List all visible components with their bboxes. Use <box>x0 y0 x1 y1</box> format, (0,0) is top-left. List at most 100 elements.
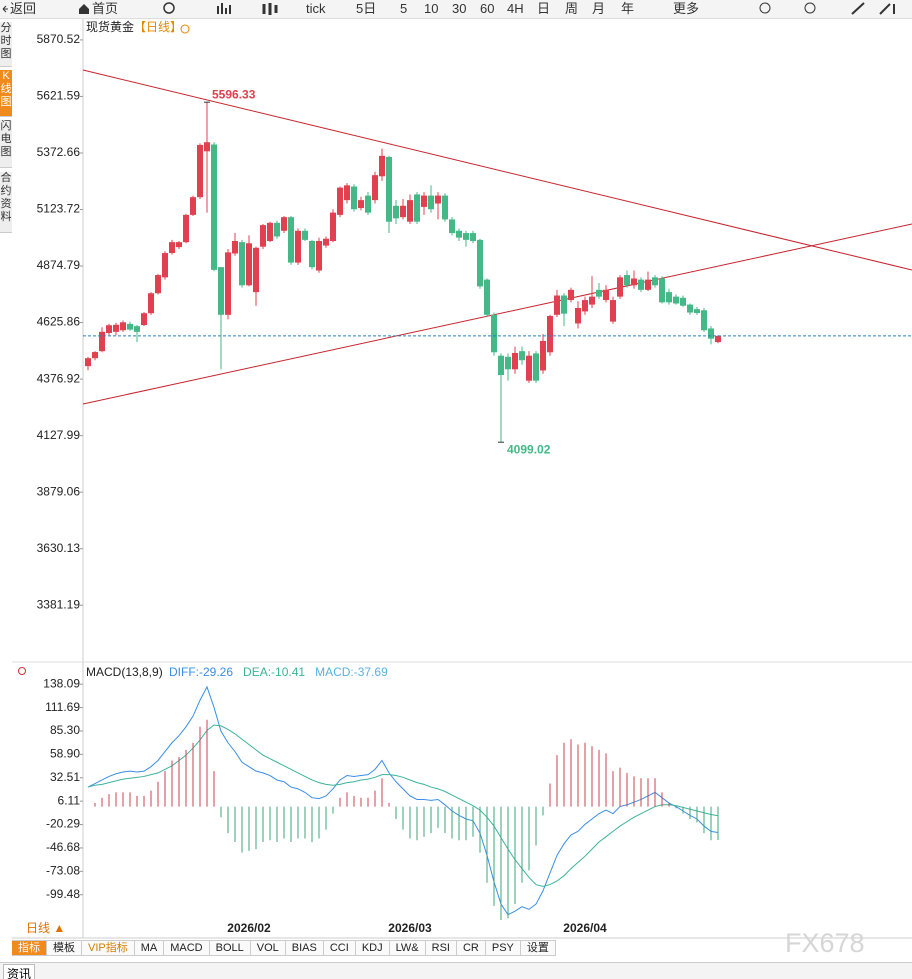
tab[interactable]: CR <box>456 940 486 956</box>
collapse-icon[interactable] <box>180 24 190 34</box>
candle-body <box>323 238 329 246</box>
tab[interactable]: PSY <box>485 940 521 956</box>
period-button[interactable]: 4H <box>507 1 524 16</box>
footer: 资讯 <box>0 962 912 979</box>
bar-icon[interactable] <box>217 3 231 14</box>
candle-body <box>610 300 616 322</box>
candle-body <box>715 335 721 343</box>
tab[interactable]: VIP指标 <box>82 940 135 956</box>
tool-icon[interactable] <box>879 3 895 15</box>
macd-line <box>87 685 719 916</box>
candle-body <box>302 230 308 240</box>
settings-icon[interactable] <box>18 667 26 675</box>
draw-icon[interactable] <box>851 2 865 15</box>
watermark: FX678 <box>785 928 865 958</box>
candle-body <box>309 241 315 268</box>
y-tick-label: 4625.86 <box>37 315 81 329</box>
home-icon[interactable] <box>79 4 89 14</box>
candle-body <box>547 315 553 353</box>
y-tick-label: -99.48 <box>46 887 80 901</box>
period-button[interactable]: 5日 <box>356 1 377 16</box>
candle-body <box>477 239 483 287</box>
candle-body <box>414 194 420 222</box>
candle-body <box>358 200 364 209</box>
high-label: 5596.33 <box>212 87 256 101</box>
sidebar-tab[interactable]: 合约资料 <box>0 172 12 233</box>
x-tick-label: 2026/02 <box>227 921 271 935</box>
candle-body <box>589 296 595 305</box>
candle-body <box>197 144 203 198</box>
tab[interactable]: MACD <box>164 940 210 956</box>
footer-tab[interactable]: 资讯 <box>3 964 36 979</box>
tab[interactable]: 指标 <box>12 940 47 956</box>
y-tick-label: 4127.99 <box>37 428 81 442</box>
candle-body <box>365 195 371 213</box>
back-button[interactable]: 返回 <box>10 1 37 16</box>
y-tick-label: 3630.13 <box>37 541 81 555</box>
tab[interactable]: 设置 <box>520 940 556 956</box>
period-button[interactable]: 年 <box>621 1 635 16</box>
back-icon[interactable] <box>2 5 8 13</box>
period-button[interactable]: 10 <box>424 1 439 16</box>
candle-body <box>127 323 133 330</box>
candle-body <box>624 275 630 286</box>
period-button[interactable]: 月 <box>592 1 606 16</box>
tab[interactable]: BOLL <box>209 940 251 956</box>
candle-body <box>120 322 126 331</box>
candle-body <box>155 275 161 294</box>
period-button[interactable]: tick <box>306 1 326 16</box>
period-button[interactable]: 日 <box>537 1 551 16</box>
candle-body <box>617 277 623 297</box>
candle-body <box>316 241 322 271</box>
tab[interactable]: CCI <box>323 940 356 956</box>
period-button[interactable]: 30 <box>452 1 467 16</box>
candle-body <box>701 310 707 331</box>
candle-body <box>218 267 224 315</box>
period-button[interactable]: 5 <box>400 1 408 16</box>
candle-body <box>295 230 301 263</box>
candle-body <box>526 355 532 381</box>
candle-body <box>190 197 196 215</box>
more-button[interactable]: 更多 <box>673 1 700 16</box>
tab[interactable]: BIAS <box>285 940 324 956</box>
y-tick-label: 58.90 <box>50 747 80 761</box>
legend-entry: DEA:-10.41 <box>243 665 305 679</box>
candle-body <box>330 212 336 242</box>
tab[interactable]: VOL <box>250 940 286 956</box>
sidebar-tab[interactable]: 闪电图 <box>0 120 12 168</box>
candle-body <box>148 293 154 314</box>
zoom-out-icon[interactable] <box>759 2 771 14</box>
y-tick-label: -46.68 <box>46 840 80 854</box>
sidebar-tab[interactable]: 分时图 <box>0 22 12 67</box>
candle-body <box>176 242 182 248</box>
tab[interactable]: KDJ <box>355 940 390 956</box>
x-tick-label: 2026/03 <box>388 921 432 935</box>
legend-entry: MACD:-37.69 <box>315 665 388 679</box>
candle-body <box>456 230 462 238</box>
legend-entry: DIFF:-29.26 <box>169 665 233 679</box>
candle-icon[interactable] <box>262 3 278 15</box>
candle-body <box>498 355 504 375</box>
candle-body <box>274 222 280 237</box>
candle-body <box>386 156 392 222</box>
period-button[interactable]: 60 <box>480 1 495 16</box>
candle-body <box>484 279 490 315</box>
tab[interactable]: 模板 <box>47 940 82 956</box>
candle-body <box>393 205 399 219</box>
candle-body <box>435 195 441 204</box>
period-button[interactable]: 周 <box>565 1 579 16</box>
tab[interactable]: LW& <box>389 940 426 956</box>
refresh-icon[interactable] <box>163 2 175 14</box>
sidebar-tab-active[interactable]: K线图 <box>0 70 12 117</box>
home-button[interactable]: 首页 <box>92 1 119 16</box>
candle-body <box>687 304 693 313</box>
period-label[interactable]: 日线 ▲ <box>26 921 65 935</box>
candle-body <box>239 242 245 286</box>
tab[interactable]: RSI <box>425 940 457 956</box>
tab[interactable]: MA <box>134 940 165 956</box>
candle-body <box>260 225 266 247</box>
candle-body <box>337 187 343 215</box>
zoom-in-icon[interactable] <box>804 2 816 14</box>
